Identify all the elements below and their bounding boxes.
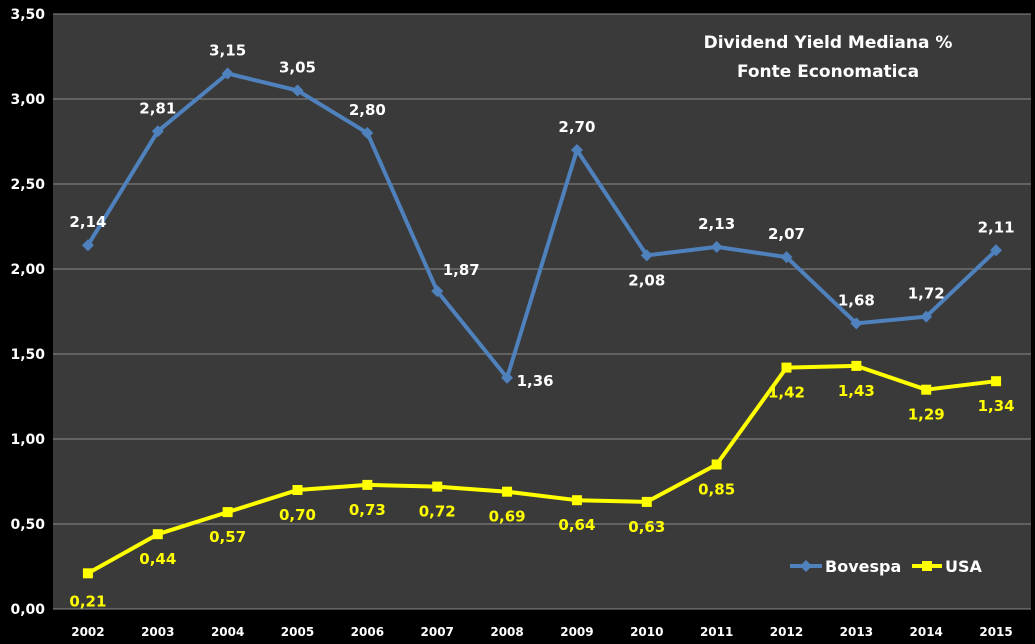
- chart-title: Dividend Yield Mediana %: [704, 33, 953, 53]
- data-label-bovespa: 3,05: [279, 59, 316, 77]
- x-tick-label: 2009: [560, 625, 593, 639]
- x-tick-label: 2014: [910, 625, 943, 639]
- y-tick-label: 3,50: [10, 7, 45, 23]
- x-tick-label: 2008: [490, 625, 523, 639]
- series-line-bovespa: [86, 71, 998, 380]
- gridlines: [53, 13, 1031, 610]
- y-tick-label: 2,50: [10, 177, 45, 193]
- data-label-usa: 0,72: [419, 503, 456, 521]
- legend-marker-bovespa: [800, 560, 812, 572]
- data-label-usa: 0,69: [489, 508, 526, 526]
- legend-label-bovespa: Bovespa: [825, 557, 901, 576]
- data-label-usa: 0,73: [349, 501, 386, 519]
- x-tick-label: 2007: [421, 625, 454, 639]
- point-bovespa: [291, 84, 304, 97]
- point-bovespa: [431, 285, 444, 298]
- y-tick-label: 1,00: [10, 432, 45, 448]
- data-label-bovespa: 2,07: [768, 225, 805, 243]
- data-label-bovespa: 1,36: [517, 372, 554, 390]
- data-label-bovespa: 1,72: [908, 285, 945, 303]
- x-axis-ticks: 2002 2003 2004 2005 2006 2007 2008 2009 2010 2011…: [71, 625, 1013, 639]
- point-usa: [222, 507, 233, 518]
- data-label-usa: 0,57: [209, 528, 246, 546]
- x-tick-label: 2013: [840, 625, 873, 639]
- data-label-bovespa: 1,87: [443, 261, 480, 279]
- x-tick-label: 2011: [700, 625, 733, 639]
- data-label-usa: 1,42: [768, 384, 805, 402]
- series-layer: [81, 67, 1003, 579]
- point-bovespa: [501, 371, 514, 384]
- point-usa: [292, 485, 303, 495]
- data-label-bovespa: 2,13: [698, 215, 735, 233]
- data-label-bovespa: 2,11: [978, 218, 1015, 236]
- data-label-usa: 1,34: [978, 397, 1015, 415]
- data-label-bovespa: 2,81: [139, 99, 176, 117]
- point-bovespa: [640, 249, 653, 262]
- point-bovespa: [221, 67, 234, 80]
- data-label-usa: 0,64: [558, 516, 595, 534]
- point-usa: [781, 362, 792, 373]
- point-bovespa: [81, 239, 94, 252]
- y-tick-label: 3,00: [10, 92, 45, 108]
- x-tick-label: 2010: [630, 625, 663, 639]
- point-usa: [711, 459, 722, 470]
- x-tick-label: 2005: [281, 625, 314, 639]
- plot-area: [53, 14, 1031, 609]
- point-usa: [851, 360, 862, 371]
- data-label-usa: 0,21: [69, 592, 106, 610]
- x-tick-label: 2002: [71, 625, 104, 639]
- point-bovespa: [920, 310, 933, 323]
- data-label-usa: 0,63: [628, 518, 665, 536]
- y-tick-label: 1,50: [10, 347, 45, 363]
- y-axis-ticks: 0,00 0,50 1,00 1,50 2,00 2,50 3,00 3,50: [10, 7, 45, 618]
- y-tick-label: 0,00: [10, 602, 45, 618]
- x-tick-label: 2012: [770, 625, 803, 639]
- point-bovespa: [780, 251, 793, 264]
- data-label-bovespa: 2,14: [69, 213, 106, 231]
- data-label-usa: 0,44: [139, 550, 176, 568]
- point-bovespa: [850, 317, 863, 330]
- point-usa: [432, 481, 443, 492]
- series-line-usa: [86, 363, 997, 576]
- x-tick-label: 2015: [979, 625, 1012, 639]
- x-tick-label: 2003: [141, 625, 174, 639]
- point-usa: [502, 486, 513, 497]
- chart-subtitle: Fonte Economatica: [737, 62, 919, 82]
- point-bovespa: [570, 144, 583, 156]
- data-label-bovespa: 2,80: [349, 101, 386, 119]
- data-label-usa: 0,85: [698, 481, 735, 499]
- y-tick-label: 2,00: [10, 262, 45, 278]
- point-usa: [991, 376, 1002, 387]
- data-label-bovespa: 1,68: [838, 291, 875, 309]
- data-label-usa: 0,70: [279, 506, 316, 524]
- point-usa: [641, 496, 652, 507]
- point-usa: [921, 384, 932, 395]
- legend: Bovespa USA: [790, 557, 983, 576]
- point-bovespa: [151, 125, 164, 138]
- data-label-bovespa: 2,08: [628, 271, 665, 289]
- point-usa: [82, 568, 93, 579]
- point-bovespa: [990, 244, 1003, 257]
- data-label-usa: 1,43: [838, 382, 875, 400]
- legend-label-usa: USA: [945, 557, 983, 576]
- point-usa: [362, 479, 373, 490]
- point-bovespa: [710, 240, 723, 253]
- x-tick-label: 2004: [211, 625, 244, 639]
- x-tick-label: 2006: [351, 625, 384, 639]
- data-label-bovespa: 2,70: [558, 118, 595, 136]
- point-usa: [152, 529, 163, 540]
- y-tick-label: 0,50: [10, 517, 45, 533]
- point-bovespa: [361, 127, 374, 139]
- data-label-usa: 1,29: [908, 406, 945, 424]
- data-labels: 2,14 2,81 3,15 3,05 2,80 1,87 1,36 2,70 2,08 2,13…: [69, 42, 1014, 611]
- data-label-bovespa: 3,15: [209, 42, 246, 60]
- point-usa: [571, 495, 582, 506]
- legend-marker-usa: [922, 561, 932, 571]
